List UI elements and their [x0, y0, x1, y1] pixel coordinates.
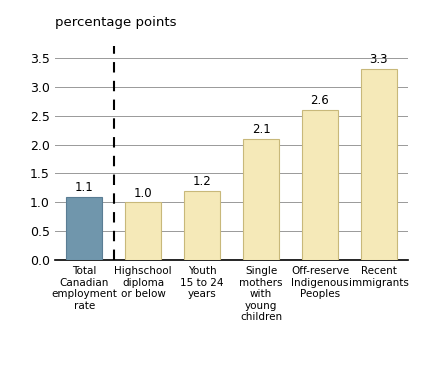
Text: 2.1: 2.1	[252, 123, 270, 136]
Bar	[361, 69, 397, 260]
Text: 2.6: 2.6	[311, 94, 329, 107]
Bar	[184, 191, 220, 260]
Text: percentage points: percentage points	[55, 16, 176, 29]
Text: 1.1: 1.1	[75, 181, 93, 194]
Text: 3.3: 3.3	[370, 53, 388, 66]
Bar	[125, 203, 161, 260]
Bar	[302, 110, 338, 260]
Bar	[243, 139, 279, 260]
Text: 1.2: 1.2	[193, 175, 211, 188]
Bar	[66, 197, 102, 260]
Text: 1.0: 1.0	[134, 187, 152, 200]
